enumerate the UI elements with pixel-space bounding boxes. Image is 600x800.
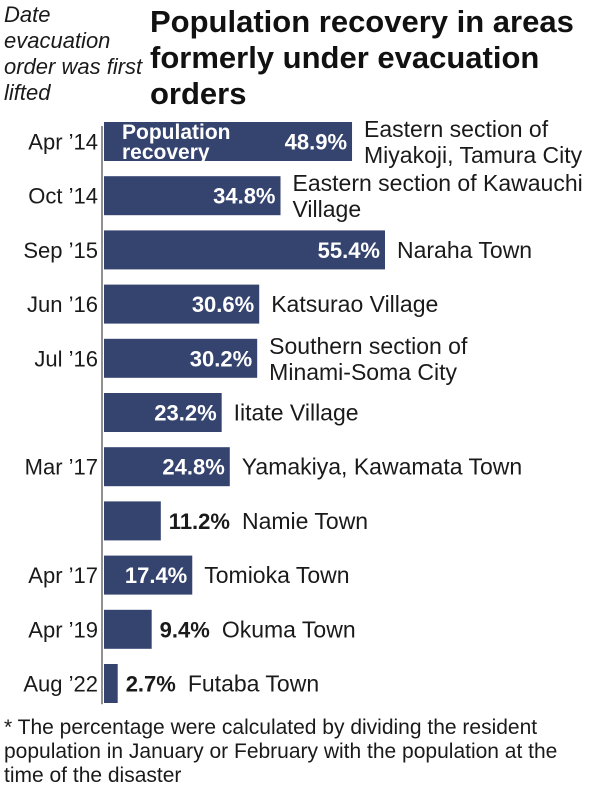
bar bbox=[104, 122, 353, 161]
category-label: Yamakiya, Kawamata Town bbox=[242, 454, 522, 480]
value-label: 30.6% bbox=[192, 292, 254, 317]
category-label: Southern section of bbox=[269, 333, 468, 359]
bar bbox=[104, 230, 385, 270]
value-label: 9.4% bbox=[160, 617, 210, 642]
category-label: Eastern section of bbox=[364, 116, 549, 142]
bar bbox=[104, 284, 260, 324]
value-label: 2.7% bbox=[126, 672, 176, 697]
date-label: Aug ’22 bbox=[23, 672, 98, 697]
date-label: Mar ’17 bbox=[25, 455, 98, 480]
series-label: Population bbox=[122, 121, 231, 144]
date-label: Jun ’16 bbox=[27, 292, 98, 317]
value-label: 55.4% bbox=[318, 238, 380, 263]
category-label: Naraha Town bbox=[397, 237, 532, 263]
bar bbox=[104, 609, 152, 649]
value-label: 11.2% bbox=[169, 509, 230, 534]
date-column-header: Date evacuation order was first lifted bbox=[4, 2, 143, 105]
date-label: Sep ’15 bbox=[23, 238, 98, 263]
value-label: 23.2% bbox=[154, 401, 216, 426]
date-label: Apr ’14 bbox=[28, 130, 98, 155]
category-label: Okuma Town bbox=[222, 616, 356, 642]
bar bbox=[104, 393, 222, 432]
value-label: 48.9% bbox=[285, 130, 347, 155]
category-label: Minami-Soma City bbox=[269, 359, 457, 385]
chart-title: Population recovery in areas formerly un… bbox=[150, 4, 574, 111]
bar bbox=[104, 555, 193, 595]
date-label: Apr ’19 bbox=[28, 617, 98, 642]
category-label: Iitate Village bbox=[234, 400, 359, 426]
bar bbox=[104, 338, 258, 378]
category-label: Futaba Town bbox=[188, 671, 319, 697]
series-label: recovery bbox=[122, 141, 210, 164]
date-label: Apr ’17 bbox=[28, 563, 98, 588]
bar bbox=[104, 501, 161, 541]
category-label: Eastern section of Kawauchi bbox=[293, 170, 583, 196]
bar bbox=[104, 664, 118, 703]
date-label: Oct ’14 bbox=[28, 184, 98, 209]
value-label: 24.8% bbox=[162, 455, 224, 480]
value-label: 17.4% bbox=[125, 563, 187, 588]
category-label: Tomioka Town bbox=[204, 562, 349, 588]
bar bbox=[104, 176, 281, 216]
footnote: * The percentage were calculated by divi… bbox=[4, 716, 558, 787]
value-label: 30.2% bbox=[190, 346, 252, 371]
category-label: Namie Town bbox=[242, 508, 368, 534]
category-label: Village bbox=[293, 196, 362, 222]
bar bbox=[104, 447, 230, 487]
category-label: Miyakoji, Tamura City bbox=[364, 142, 583, 168]
category-label: Katsurao Village bbox=[271, 291, 438, 317]
date-label: Jul ’16 bbox=[34, 346, 98, 371]
value-label: 34.8% bbox=[213, 184, 275, 209]
